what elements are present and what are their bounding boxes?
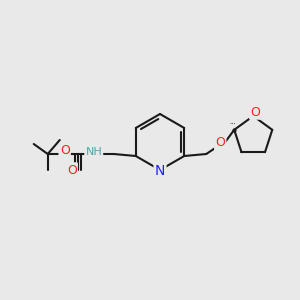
- Text: ...: ...: [229, 119, 236, 125]
- Text: O: O: [60, 145, 70, 158]
- Text: N: N: [155, 164, 165, 178]
- Text: O: O: [215, 136, 225, 149]
- Text: O: O: [67, 164, 77, 176]
- Text: O: O: [250, 106, 260, 118]
- Text: NH: NH: [85, 147, 102, 157]
